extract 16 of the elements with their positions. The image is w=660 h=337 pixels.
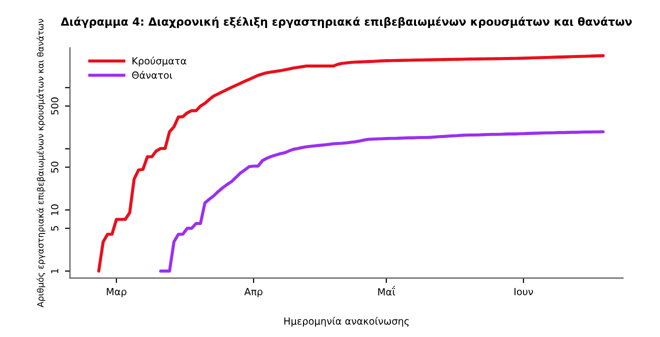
x-tick-label: Μαρ <box>106 288 126 298</box>
y-axis-title: Αριθμός εργαστηριακά επιβεβαιωμένων κρουσμάτων και θανάτων <box>36 18 46 308</box>
x-axis-title: Ημερομηνία ανακοίνωσης <box>284 316 409 327</box>
line-series <box>159 130 605 273</box>
line-series <box>97 54 605 273</box>
legend-label: Κρούσματα <box>132 56 186 66</box>
y-tick-label: 50 <box>51 162 58 173</box>
x-tick-label: Μαΐ <box>378 286 396 296</box>
chart-title: Διάγραμμα 4: Διαχρονική εξέλιξη εργαστηριακά επιβεβαιωμένων κρουσμάτων και θανάτων <box>60 16 632 28</box>
y-tick-label: 10 <box>51 204 58 216</box>
y-tick-label: 5 <box>51 226 58 231</box>
legend-label: Θάνατοι <box>132 70 172 79</box>
y-tick-label: 1 <box>51 268 58 274</box>
y-tick-label: 500 <box>51 97 58 115</box>
x-tick-label: Ιουν <box>514 288 533 296</box>
x-tick-label: Απρ <box>244 288 262 298</box>
